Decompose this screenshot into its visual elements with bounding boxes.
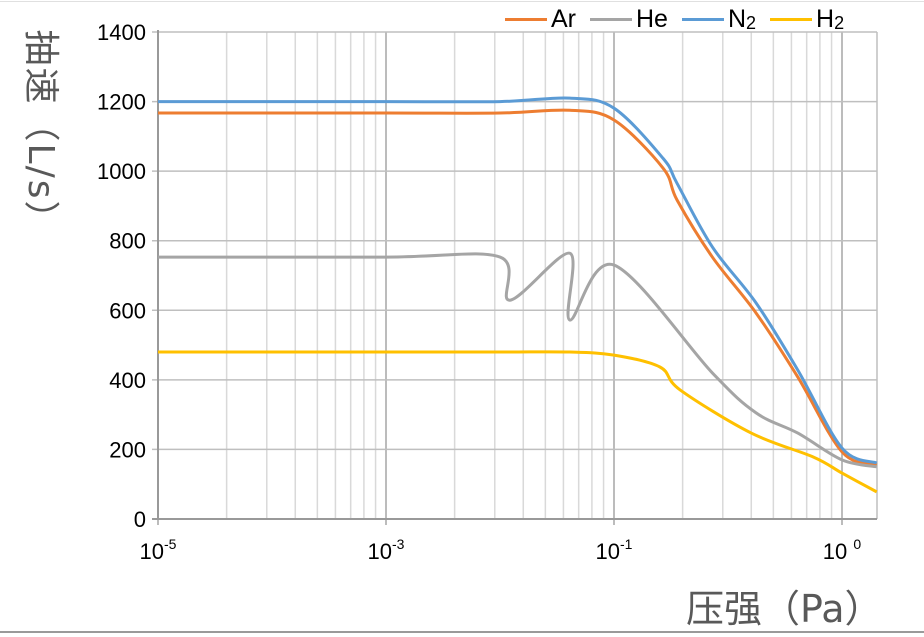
x-axis-title: 压强（Pa） [686, 587, 883, 631]
legend-item-h2: H2 [770, 5, 844, 34]
y-tick-label: 1400 [97, 20, 146, 45]
x-tick-exponent: 0 [853, 536, 861, 552]
y-tick-label: 400 [109, 368, 146, 393]
x-tick-exponent: -3 [392, 536, 405, 552]
x-tick-base: 10 [596, 539, 620, 564]
x-tick-exponent: -1 [620, 536, 633, 552]
x-tick-label: 10-1 [596, 536, 633, 564]
series-line-h2 [158, 350, 878, 494]
legend-swatch [770, 18, 813, 21]
legend-item-he: He [590, 5, 668, 34]
series-line-ar [158, 108, 878, 467]
legend: Ar He N2 H2 [505, 5, 844, 34]
y-tick-label: 0 [134, 507, 146, 532]
legend-label: H2 [816, 5, 845, 33]
legend-label: He [636, 5, 668, 33]
legend-swatch [590, 18, 632, 21]
x-tick-label: 10-3 [368, 536, 405, 564]
series-line-he [158, 251, 878, 469]
y-tick-label: 800 [109, 229, 146, 254]
legend-subscript: 2 [834, 13, 845, 33]
x-tick-base: 10 [823, 539, 854, 564]
legend-item-ar: Ar [505, 5, 576, 34]
legend-label: N2 [727, 5, 757, 33]
legend-label: Ar [551, 5, 576, 33]
y-tick-label: 600 [109, 298, 146, 323]
series-line-n2 [157, 96, 878, 465]
y-axis-title-text: 抽速（L/s） [20, 29, 61, 239]
legend-swatch [505, 18, 547, 21]
x-tick-base: 10 [140, 539, 164, 564]
y-tick-label: 1200 [97, 90, 146, 115]
legend-item-n2: N2 [681, 5, 757, 34]
x-tick-base: 10 [368, 539, 392, 564]
legend-swatch [681, 18, 724, 21]
frame-top-border [0, 1, 924, 2]
x-tick-label: 10-5 [140, 536, 177, 564]
y-tick-label: 200 [109, 437, 146, 462]
frame-bottom-border [0, 631, 924, 633]
legend-subscript: 2 [746, 13, 757, 33]
y-tick-label: 1000 [97, 159, 146, 184]
y-axis-title: 抽速（L/s） [14, 14, 74, 254]
x-tick-exponent: -5 [164, 536, 177, 552]
x-tick-label: 10 0 [823, 536, 862, 564]
